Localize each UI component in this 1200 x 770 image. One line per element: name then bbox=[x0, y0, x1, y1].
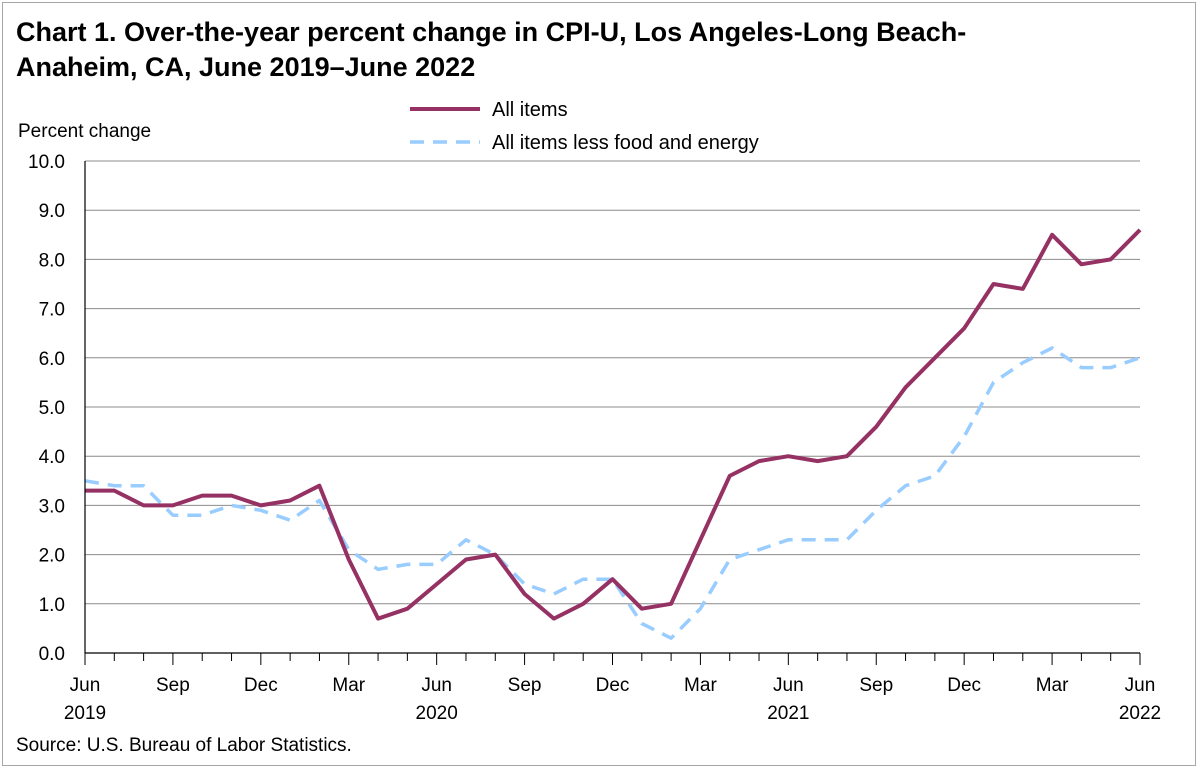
x-tick-label-month: Mar bbox=[332, 675, 365, 696]
x-tick-label-year: 2020 bbox=[416, 703, 458, 724]
y-axis-label: Percent change bbox=[18, 121, 151, 142]
y-tick-label: 9.0 bbox=[39, 201, 65, 222]
x-tick-label-month: Jun bbox=[421, 675, 452, 696]
y-tick-label: 4.0 bbox=[39, 447, 65, 468]
y-tick-label: 5.0 bbox=[39, 398, 65, 419]
x-tick-label-month: Sep bbox=[859, 675, 893, 696]
y-tick-label: 7.0 bbox=[39, 300, 65, 321]
y-tick-label: 10.0 bbox=[28, 152, 65, 173]
chart-title-line-1: Chart 1. Over-the-year percent change in… bbox=[16, 17, 966, 47]
x-tick-label-month: Mar bbox=[684, 675, 717, 696]
x-tick-label-year: 2021 bbox=[767, 703, 809, 724]
x-tick-label-month: Dec bbox=[244, 675, 278, 696]
x-tick-label-year: 2019 bbox=[64, 703, 106, 724]
x-tick-label-month: Dec bbox=[596, 675, 630, 696]
x-ticks: Jun 2019 Sep Dec Mar Jun 2020 Sep Dec Mar Jun 2021 S… bbox=[64, 653, 1161, 724]
legend: All items All items less food and energy bbox=[410, 99, 759, 154]
legend-label-all-items: All items bbox=[492, 99, 568, 121]
series-lines bbox=[84, 228, 1142, 640]
source-note: Source: U.S. Bureau of Labor Statistics. bbox=[16, 735, 352, 756]
series-line-all-items bbox=[85, 228, 1142, 621]
x-tick-label-month: Dec bbox=[947, 675, 981, 696]
y-tick-label: 0.0 bbox=[39, 644, 65, 665]
x-tick-label-month: Mar bbox=[1036, 675, 1069, 696]
y-tick-label: 1.0 bbox=[39, 595, 65, 616]
y-tick-label: 8.0 bbox=[39, 250, 65, 271]
series-line-core bbox=[84, 346, 1141, 640]
x-tick-label-month: Jun bbox=[70, 675, 101, 696]
x-tick-label-month: Sep bbox=[508, 675, 542, 696]
y-tick-label: 3.0 bbox=[39, 496, 65, 517]
y-tick-label: 2.0 bbox=[39, 546, 65, 567]
y-tick-labels: 0.0 1.0 2.0 3.0 4.0 5.0 6.0 7.0 8.0 9.0 10.0 bbox=[28, 152, 65, 665]
y-tick-label: 6.0 bbox=[39, 349, 65, 370]
x-tick-label-month: Jun bbox=[1125, 675, 1156, 696]
axes bbox=[84, 161, 1140, 654]
legend-label-core: All items less food and energy bbox=[492, 132, 759, 154]
x-tick-label-year: 2022 bbox=[1119, 703, 1161, 724]
x-tick-label-month: Jun bbox=[773, 675, 804, 696]
chart-title-line-2: Anaheim, CA, June 2019–June 2022 bbox=[16, 52, 475, 82]
x-tick-label-month: Sep bbox=[156, 675, 190, 696]
gridlines bbox=[85, 160, 1140, 605]
